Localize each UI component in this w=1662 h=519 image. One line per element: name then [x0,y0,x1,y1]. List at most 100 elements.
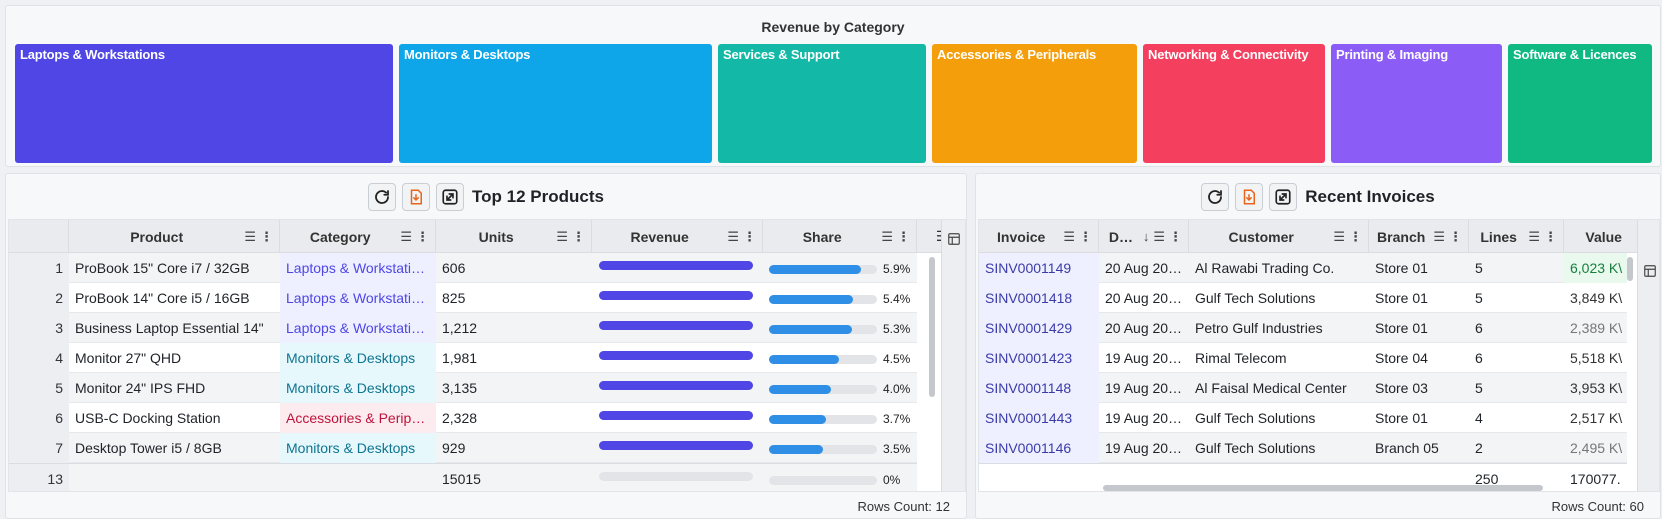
export-button[interactable] [402,183,431,211]
invoices-horizontal-scrollbar[interactable] [1103,485,1543,491]
branch-cell[interactable]: Store 01 [1375,410,1428,426]
column-menu-icon[interactable]: ⋮ [743,228,756,244]
category-cell[interactable]: Laptops & Workstati… [280,283,436,313]
table-row[interactable]: SINV0001429 20 Aug 20… Petro Gulf Industri… [979,313,1627,343]
sort-desc-icon[interactable]: ↓ [1142,229,1150,244]
date-cell[interactable]: 20 Aug 20… [1105,260,1183,276]
table-row[interactable]: SINV0001418 20 Aug 20… Gulf Tech Solutions… [979,283,1627,313]
treemap-tile-services[interactable]: Services & Support [718,44,926,163]
table-row[interactable]: 2 ProBook 14" Core i5 / 16GB Laptops & Wor… [9,283,917,313]
table-row[interactable]: 7 Desktop Tower i5 / 8GB Monitors & Deskto… [9,433,917,463]
category-cell[interactable] [280,464,436,491]
lines-cell[interactable]: 6 [1475,320,1483,336]
column-menu-icon[interactable]: ⋮ [897,228,910,244]
category-cell[interactable]: Monitors & Desktops [280,433,436,463]
branch-cell[interactable]: Branch 05 [1375,440,1439,456]
filter-icon[interactable]: ☰ [1433,228,1445,244]
customer-cell[interactable]: Al Rawabi Trading Co. [1195,260,1335,276]
products-vertical-scrollbar[interactable] [929,257,935,397]
customer-cell[interactable]: Gulf Tech Solutions [1195,440,1316,456]
columns-side-bar[interactable] [941,220,965,491]
filter-icon[interactable]: ☰ [1333,228,1345,244]
category-cell[interactable]: Laptops & Workstati… [280,313,436,343]
branch-cell[interactable]: Store 03 [1375,380,1428,396]
product-cell[interactable]: Business Laptop Essential 14" [75,320,264,336]
column-menu-icon[interactable]: ⋮ [572,228,585,244]
lines-cell[interactable]: 6 [1475,350,1483,366]
lines-cell[interactable]: 5 [1475,380,1483,396]
customer-cell[interactable]: Rimal Telecom [1195,350,1287,366]
units-cell[interactable]: 1,981 [442,350,478,366]
col-header-branch[interactable]: Branch ☰ ⋮ [1369,220,1469,253]
product-cell[interactable]: Monitor 27" QHD [75,350,182,366]
value-cell[interactable]: 2,495 K\ [1570,440,1623,456]
units-cell[interactable]: 606 [442,260,466,276]
treemap-tile-printing[interactable]: Printing & Imaging [1331,44,1502,163]
column-menu-icon[interactable]: ⋮ [1544,228,1557,244]
units-cell[interactable]: 2,328 [442,410,478,426]
table-row[interactable]: SINV0001148 19 Aug 20… Al Faisal Medical C… [979,373,1627,403]
columns-icon[interactable] [947,232,961,246]
treemap-tile-monitors[interactable]: Monitors & Desktops [399,44,712,163]
filter-icon[interactable]: ☰ [727,228,739,244]
column-menu-icon[interactable]: ⋮ [260,228,273,244]
units-cell[interactable]: 929 [442,440,466,456]
value-cell[interactable]: 3,953 K\ [1570,380,1623,396]
treemap-tile-accessories[interactable]: Accessories & Peripherals [932,44,1137,163]
product-cell[interactable]: USB-C Docking Station [75,410,221,426]
expand-button[interactable] [1269,183,1298,211]
product-cell[interactable]: Desktop Tower i5 / 8GB [75,440,222,456]
column-menu-icon[interactable]: ⋮ [1449,228,1462,244]
value-cell[interactable]: 3,849 K\ [1570,290,1623,306]
customer-cell[interactable]: Al Faisal Medical Center [1195,380,1347,396]
col-header-lines[interactable]: Lines ☰ ⋮ [1469,220,1564,253]
invoice-cell[interactable]: SINV0001429 [979,313,1099,343]
value-cell[interactable]: 2,517 K\ [1570,410,1623,426]
filter-icon[interactable]: ☰ [1063,228,1075,244]
table-row[interactable]: SINV0001423 19 Aug 20… Rimal Telecom Store … [979,343,1627,373]
table-row[interactable]: 3 Business Laptop Essential 14" Laptops & … [9,313,917,343]
filter-icon[interactable]: ☰ [556,228,568,244]
date-cell[interactable]: 19 Aug 20… [1105,410,1183,426]
category-cell[interactable]: Monitors & Desktops [280,343,436,373]
invoice-cell[interactable]: SINV0001148 [979,373,1099,403]
expand-button[interactable] [436,183,465,211]
table-row[interactable]: 5 Monitor 24" IPS FHD Monitors & Desktops 3… [9,373,917,403]
col-header-category[interactable]: Category ☰ ⋮ [280,220,436,253]
branch-cell[interactable]: Store 04 [1375,350,1428,366]
customer-cell[interactable]: Petro Gulf Industries [1195,320,1323,336]
units-cell[interactable]: 1,212 [442,320,478,336]
value-cell[interactable]: 6,023 K\ [1564,253,1627,283]
filter-icon[interactable]: ☰ [1528,228,1540,244]
col-header-units[interactable]: Units ☰ ⋮ [436,220,592,253]
customer-cell[interactable]: Gulf Tech Solutions [1195,410,1316,426]
columns-side-bar[interactable] [1637,220,1659,491]
col-header-product[interactable]: Product ☰ ⋮ [69,220,280,253]
column-menu-icon[interactable]: ⋮ [1169,228,1182,244]
invoice-cell[interactable]: SINV0001423 [979,343,1099,373]
lines-cell[interactable]: 2 [1475,440,1483,456]
column-menu-icon[interactable]: ⋮ [416,228,429,244]
date-cell[interactable]: 19 Aug 20… [1105,380,1183,396]
branch-cell[interactable]: Store 01 [1375,320,1428,336]
filter-icon[interactable]: ☰ [881,228,893,244]
lines-cell[interactable]: 5 [1475,260,1483,276]
date-cell[interactable]: 20 Aug 20… [1105,320,1183,336]
lines-cell[interactable]: 5 [1475,290,1483,306]
product-cell[interactable] [69,464,280,491]
col-header-invoice[interactable]: Invoice ☰ ⋮ [979,220,1099,253]
filter-icon[interactable]: ☰ [400,228,412,244]
date-cell[interactable]: 19 Aug 20… [1105,440,1183,456]
value-cell[interactable]: 5,518 K\ [1570,350,1623,366]
table-row[interactable]: SINV0001146 19 Aug 20… Gulf Tech Solutions… [979,433,1627,463]
invoice-cell[interactable]: SINV0001418 [979,283,1099,313]
units-cell[interactable]: 15015 [442,471,481,487]
branch-cell[interactable]: Store 01 [1375,260,1428,276]
table-row[interactable]: SINV0001443 19 Aug 20… Gulf Tech Solutions… [979,403,1627,433]
col-header-revenue[interactable]: Revenue ☰ ⋮ [592,220,763,253]
customer-cell[interactable]: Gulf Tech Solutions [1195,290,1316,306]
date-cell[interactable]: 20 Aug 20… [1105,290,1183,306]
value-cell[interactable]: 2,389 K\ [1570,320,1623,336]
treemap-tile-software[interactable]: Software & Licences [1508,44,1652,163]
invoice-cell[interactable]: SINV0001146 [979,433,1099,463]
